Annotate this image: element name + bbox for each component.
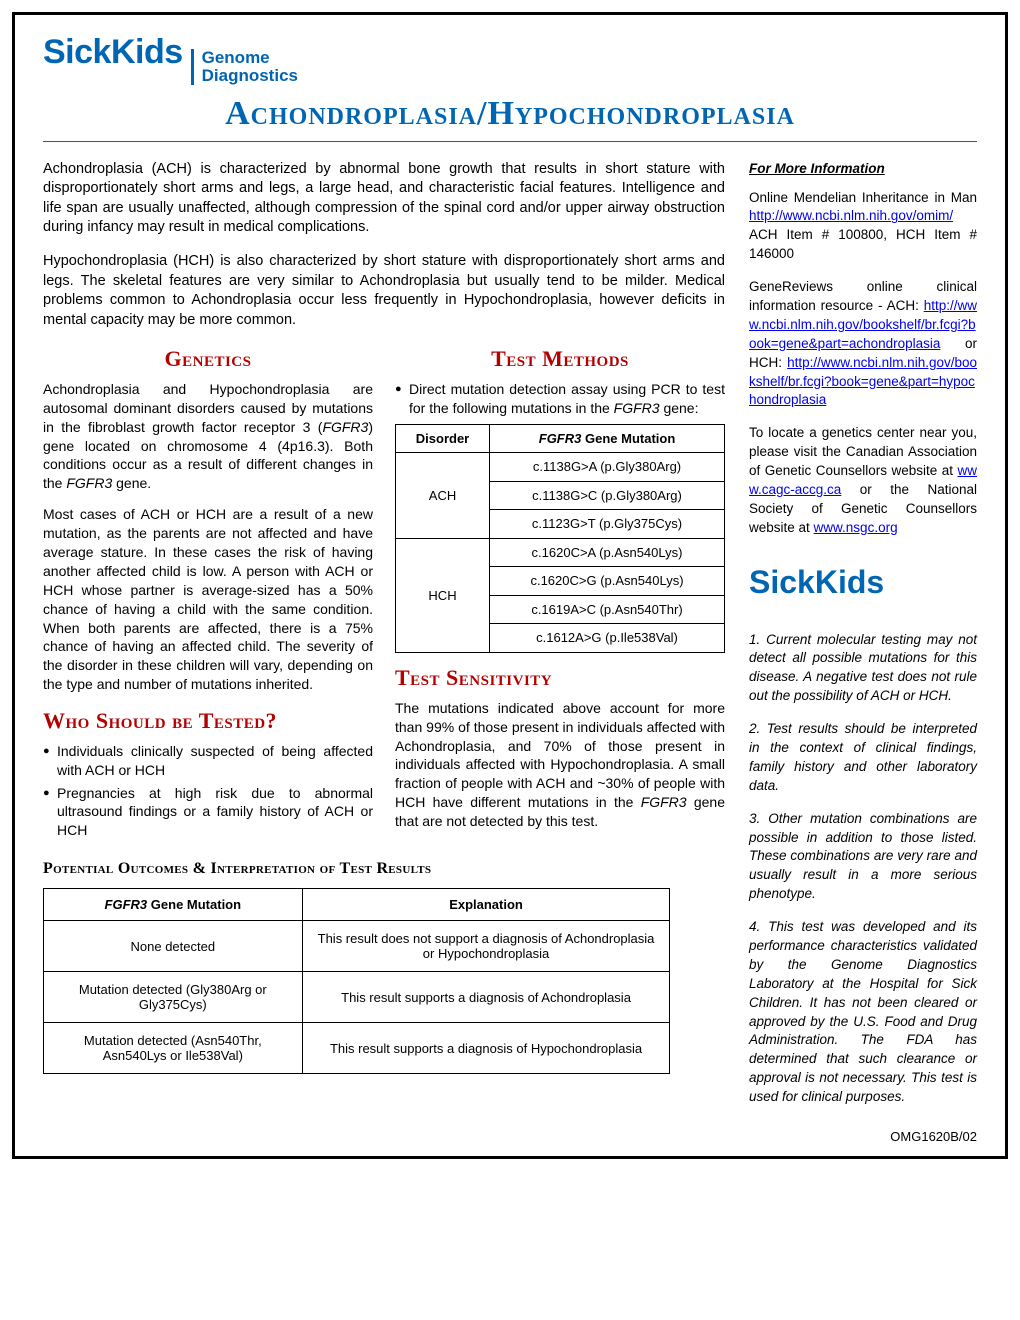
mut-hch: HCH [396, 538, 490, 652]
out-r2e: This result supports a diagnosis of Acho… [302, 972, 670, 1023]
methods-head: Test Methods [395, 344, 725, 374]
col-methods: Test Methods Direct mutation detection a… [395, 344, 725, 844]
logo-sub: Genome Diagnostics [191, 49, 298, 85]
mut-r4: c.1620C>A (p.Asn540Lys) [490, 538, 725, 567]
who-b1: Individuals clinically suspected of bein… [43, 742, 373, 780]
who-b2: Pregnancies at high risk due to abnormal… [43, 784, 373, 841]
intro-block: Achondroplasia (ACH) is characterized by… [43, 160, 725, 331]
out-r3e: This result supports a diagnosis of Hypo… [302, 1023, 670, 1074]
sidebar: For More Information Online Mendelian In… [749, 160, 977, 1121]
sidebar-p3: To locate a genetics center near you, pl… [749, 424, 977, 537]
out-th1: FGFR3 Gene Mutation [44, 889, 303, 921]
mutation-table: Disorder FGFR3 Gene Mutation ACHc.1138G>… [395, 424, 725, 653]
page-frame: SickKids Genome Diagnostics Achondroplas… [12, 12, 1008, 1159]
mut-th-disorder: Disorder [396, 424, 490, 453]
methods-lead: Direct mutation detection assay using PC… [395, 380, 725, 418]
sidebar-logo: SickKids [749, 560, 977, 605]
who-bullets: Individuals clinically suspected of bein… [43, 742, 373, 840]
logo-sub-line2: Diagnostics [202, 66, 298, 85]
logo-block: SickKids Genome Diagnostics [43, 33, 977, 85]
mut-ach: ACH [396, 453, 490, 539]
outcomes-head: Potential Outcomes & Interpretation of T… [43, 860, 725, 878]
sidebar-note4: 4. This test was developed and its perfo… [749, 918, 977, 1107]
two-column-block: Genetics Achondroplasia and Hypochondrop… [43, 344, 725, 844]
out-r1m: None detected [44, 921, 303, 972]
sidebar-note1: 1. Current molecular testing may not det… [749, 631, 977, 707]
logo-brand: SickKids [43, 33, 183, 72]
sensitivity-p: The mutations indicated above account fo… [395, 699, 725, 831]
doc-code: OMG1620B/02 [43, 1129, 977, 1144]
mut-r2: c.1138G>C (p.Gly380Arg) [490, 481, 725, 510]
mut-r6: c.1619A>C (p.Asn540Thr) [490, 595, 725, 624]
page-title: Achondroplasia/Hypochondroplasia [43, 95, 977, 142]
intro-p2: Hypochondroplasia (HCH) is also characte… [43, 252, 725, 330]
sidebar-p2: GeneReviews online clinical information … [749, 278, 977, 410]
out-r2m: Mutation detected (Gly380Arg or Gly375Cy… [44, 972, 303, 1023]
out-r3m: Mutation detected (Asn540Thr, Asn540Lys … [44, 1023, 303, 1074]
content-grid: Achondroplasia (ACH) is characterized by… [43, 160, 977, 1121]
intro-p1: Achondroplasia (ACH) is characterized by… [43, 160, 725, 238]
mut-r5: c.1620C>G (p.Asn540Lys) [490, 567, 725, 596]
mut-r1: c.1138G>A (p.Gly380Arg) [490, 453, 725, 482]
mut-r3: c.1123G>T (p.Gly375Cys) [490, 510, 725, 539]
methods-lead-wrap: Direct mutation detection assay using PC… [395, 380, 725, 418]
outcomes-table: FGFR3 Gene Mutation Explanation None det… [43, 888, 670, 1074]
out-th2: Explanation [302, 889, 670, 921]
genetics-p2: Most cases of ACH or HCH are a result of… [43, 505, 373, 694]
out-r1e: This result does not support a diagnosis… [302, 921, 670, 972]
mut-th-mutation: FGFR3 Gene Mutation [490, 424, 725, 453]
sidebar-note2: 2. Test results should be interpreted in… [749, 720, 977, 796]
genetics-head: Genetics [43, 344, 373, 374]
omim-link[interactable]: http://www.ncbi.nlm.nih.gov/omim/ [749, 208, 953, 223]
nsgc-link[interactable]: www.nsgc.org [814, 520, 898, 535]
who-head: Who Should be Tested? [43, 706, 373, 736]
genetics-p1: Achondroplasia and Hypochondroplasia are… [43, 380, 373, 493]
mut-r7: c.1612A>G (p.Ile538Val) [490, 624, 725, 653]
main-column: Achondroplasia (ACH) is characterized by… [43, 160, 725, 1121]
logo-sub-line1: Genome [202, 48, 270, 67]
sidebar-p1: Online Mendelian Inheritance in Man http… [749, 189, 977, 265]
sensitivity-head: Test Sensitivity [395, 663, 725, 693]
sidebar-head: For More Information [749, 160, 977, 179]
col-genetics: Genetics Achondroplasia and Hypochondrop… [43, 344, 373, 844]
sidebar-note3: 3. Other mutation combinations are possi… [749, 810, 977, 904]
